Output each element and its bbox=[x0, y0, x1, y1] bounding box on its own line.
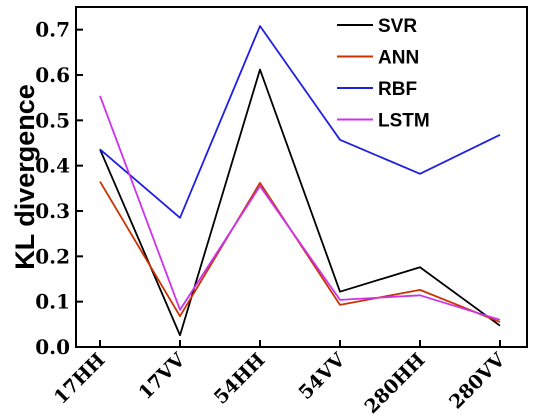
y-axis-label-group: KL divergence bbox=[10, 84, 40, 270]
legend: SVR ANN RBF LSTM bbox=[337, 16, 430, 132]
y-tick-label: 0.3 bbox=[35, 199, 70, 223]
x-tick-label: 54VV bbox=[294, 348, 350, 404]
y-tick-label: 0.5 bbox=[35, 108, 70, 132]
series-line-svr bbox=[99, 68, 501, 337]
y-tick-labels: 0.0 0.1 0.2 0.3 0.4 0.5 0.6 0.7 bbox=[35, 18, 70, 359]
tick-marks bbox=[76, 28, 501, 348]
x-tick-label: 17VV bbox=[134, 348, 190, 404]
x-tick-label: 280HH bbox=[361, 349, 430, 418]
y-tick-label: 0.2 bbox=[35, 244, 70, 268]
series-lines bbox=[99, 25, 501, 337]
legend-label-lstm: LSTM bbox=[378, 111, 430, 132]
legend-label-svr: SVR bbox=[378, 16, 417, 37]
y-axis-label: KL divergence bbox=[10, 84, 40, 270]
series-line-rbf bbox=[99, 25, 501, 219]
y-tick-label: 0.1 bbox=[35, 290, 70, 314]
plot-frame bbox=[75, 6, 528, 348]
legend-label-ann: ANN bbox=[378, 48, 419, 69]
y-tick-label: 0.7 bbox=[35, 18, 70, 42]
legend-label-rbf: RBF bbox=[378, 79, 417, 100]
series-line-lstm bbox=[99, 95, 501, 321]
x-tick-labels: 17HH 17VV 54HH 54VV 280HH 280VV bbox=[50, 348, 511, 418]
y-tick-label: 0.6 bbox=[35, 63, 70, 87]
x-tick-label: 280VV bbox=[445, 348, 510, 413]
y-tick-label: 0.4 bbox=[35, 154, 70, 178]
y-tick-label: 0.0 bbox=[35, 335, 70, 359]
x-tick-label: 54HH bbox=[210, 349, 270, 409]
